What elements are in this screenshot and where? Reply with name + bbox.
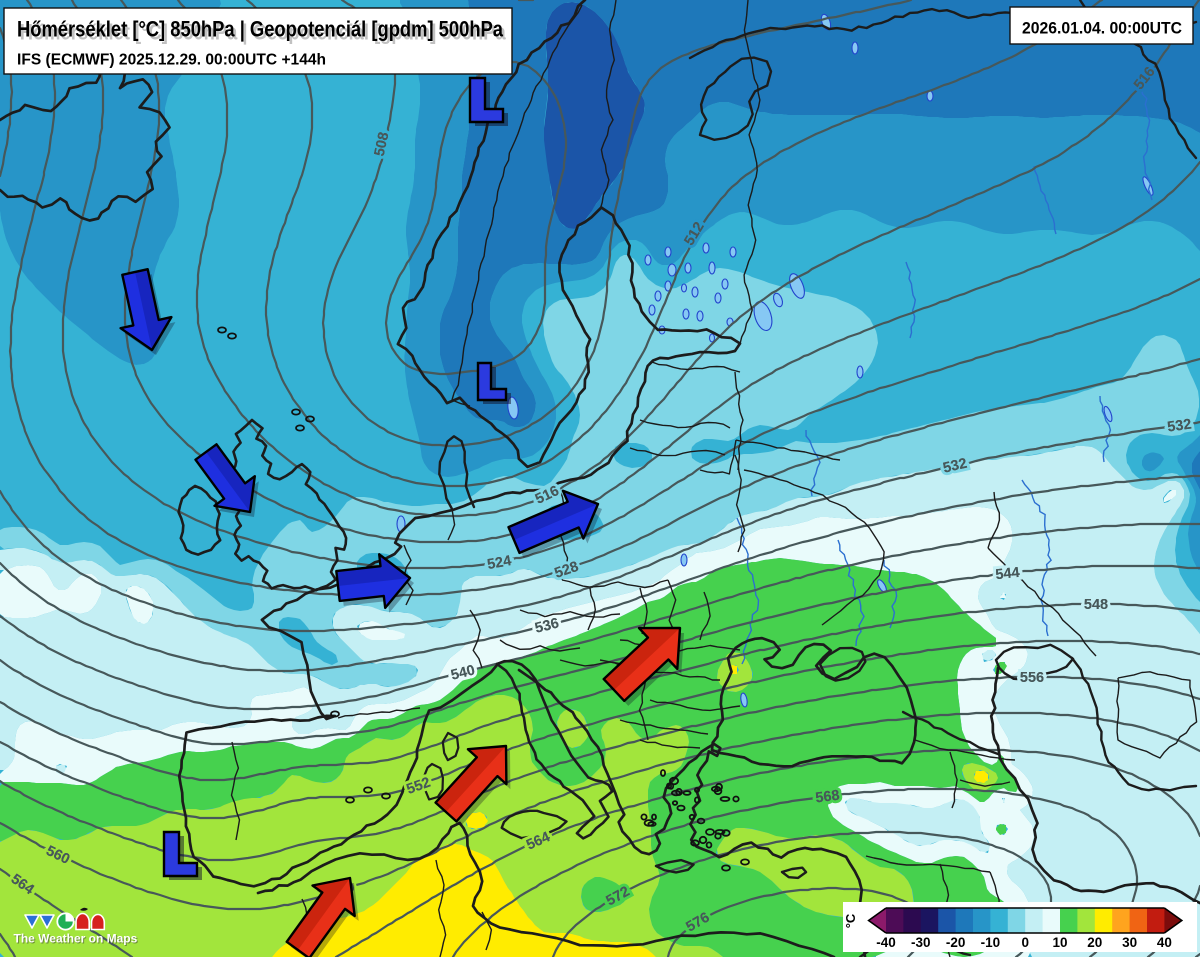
svg-text:The Weather on Maps: The Weather on Maps [14,932,138,946]
svg-text:Hőmérséklet [°C] 850hPa | Geop: Hőmérséklet [°C] 850hPa | Geopotenciál [… [17,17,504,42]
svg-text:548: 548 [1084,597,1108,613]
svg-text:552: 552 [405,775,433,798]
svg-text:-40: -40 [876,935,896,950]
svg-text:20: 20 [1087,935,1102,950]
svg-text:40: 40 [1157,935,1172,950]
svg-text:556: 556 [1020,670,1044,686]
svg-text:536: 536 [533,615,560,636]
svg-text:The Weather on Maps: The Weather on Maps [15,933,139,947]
svg-text:532: 532 [1166,416,1192,435]
svg-text:-30: -30 [911,935,931,950]
svg-text:532: 532 [1166,416,1192,435]
svg-text:-10: -10 [981,935,1001,950]
svg-text:544: 544 [995,565,1021,583]
svg-text:-20: -20 [946,935,966,950]
svg-text:0: 0 [1021,935,1029,950]
svg-text:°C: °C [843,913,858,928]
svg-text:544: 544 [995,565,1021,583]
svg-text:2026.01.04. 00:00UTC: 2026.01.04. 00:00UTC [1022,19,1182,38]
svg-text:532: 532 [942,456,969,477]
svg-text:524: 524 [486,553,513,573]
svg-text:10: 10 [1052,935,1067,950]
svg-text:540: 540 [449,662,476,683]
svg-text:548: 548 [1084,597,1108,613]
svg-text:30: 30 [1122,935,1137,950]
svg-text:IFS (ECMWF) 2025.12.29. 00:00U: IFS (ECMWF) 2025.12.29. 00:00UTC +144h [17,52,326,69]
svg-text:528: 528 [553,559,581,582]
svg-text:568: 568 [815,788,841,807]
svg-text:Hőmérséklet [°C] 850hPa | Geop: Hőmérséklet [°C] 850hPa | Geopotenciál [… [20,20,507,45]
svg-text:508: 508 [372,131,393,158]
svg-text:556: 556 [1020,670,1044,686]
